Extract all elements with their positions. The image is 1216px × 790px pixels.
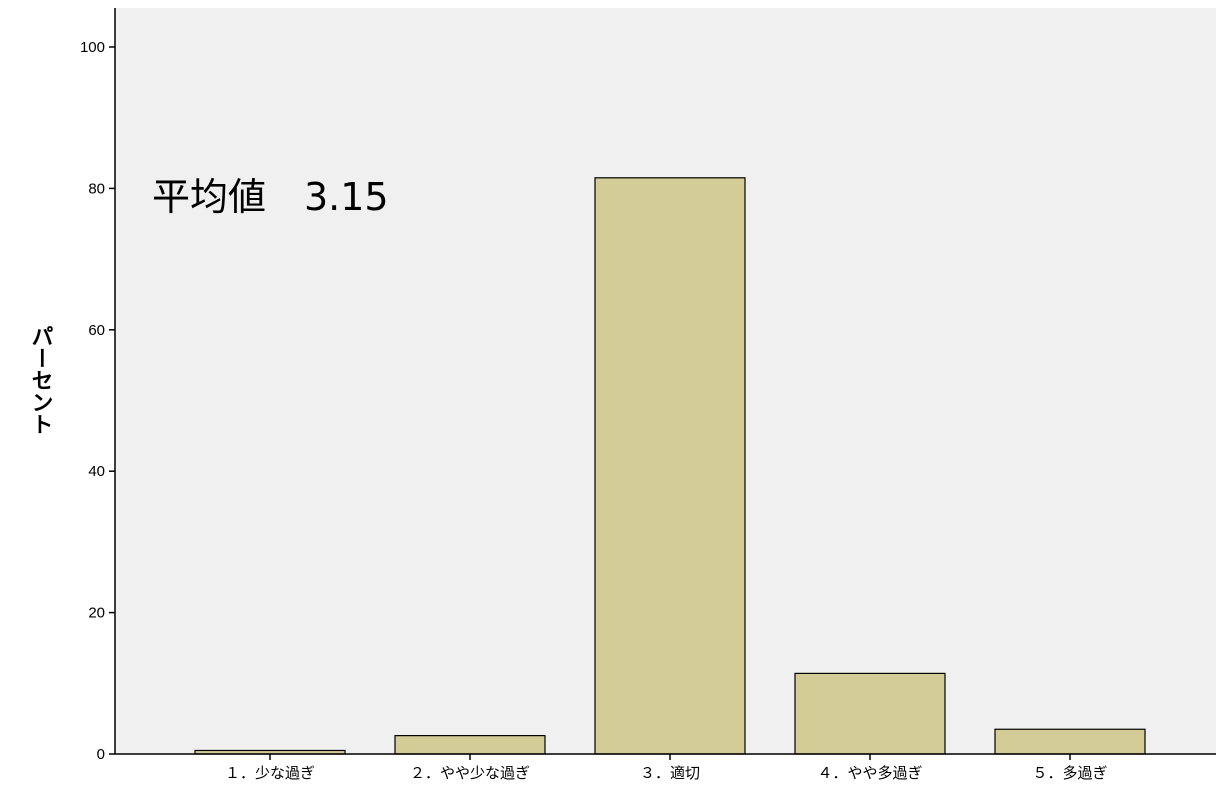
y-tick-label: 60 (88, 322, 105, 339)
x-tick-label: ３．適切 (640, 764, 700, 782)
x-tick-label: １．少な過ぎ (225, 764, 315, 782)
y-tick-label: 0 (97, 746, 105, 763)
y-tick-label: 20 (88, 605, 105, 622)
bar (994, 728, 1146, 755)
bar (394, 735, 546, 755)
bar (794, 672, 946, 755)
y-tick-label: 80 (88, 180, 105, 197)
y-tick-label: 100 (80, 39, 105, 56)
bars-group (194, 177, 1146, 755)
x-tick-label: ２．やや少な過ぎ (410, 764, 530, 782)
x-axis-ticks: １．少な過ぎ ２．やや少な過ぎ ３．適切 ４．やや多過ぎ ５．多過ぎ (225, 754, 1108, 782)
bar (594, 177, 746, 755)
x-tick-label: ５．多過ぎ (1032, 764, 1107, 782)
y-tick-label: 40 (88, 463, 105, 480)
x-tick-label: ４．やや多過ぎ (817, 764, 922, 782)
y-axis-title: パーセント (28, 325, 53, 435)
y-axis-ticks: 0 20 40 60 80 100 (80, 39, 115, 763)
mean-annotation: 平均値 3.15 (152, 175, 389, 219)
